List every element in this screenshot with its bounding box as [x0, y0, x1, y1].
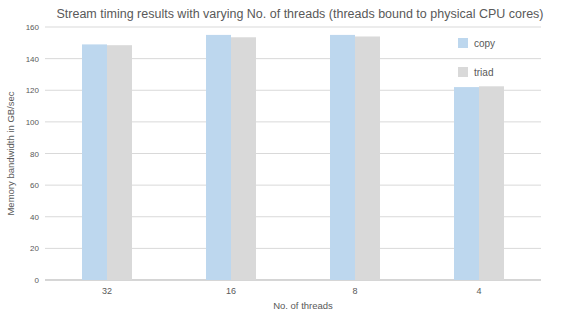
x-axis-label: No. of threads: [273, 300, 333, 311]
bar: [206, 35, 231, 280]
y-tick-label: 100: [26, 118, 40, 127]
y-axis-label: Memory bandwidth in GB/sec: [5, 91, 16, 215]
y-tick-label: 80: [30, 150, 39, 159]
y-tick-label: 60: [30, 181, 39, 190]
y-tick-label: 0: [35, 276, 40, 285]
bar: [454, 87, 479, 280]
y-tick-label: 120: [26, 86, 40, 95]
legend-swatch: [458, 38, 468, 48]
y-tick-label: 160: [26, 23, 40, 32]
legend-swatch: [458, 67, 468, 77]
legend-label: triad: [474, 67, 493, 78]
x-tick-label: 16: [226, 286, 236, 296]
legend-label: copy: [474, 38, 495, 49]
y-tick-label: 40: [30, 213, 39, 222]
x-tick-label: 8: [352, 286, 357, 296]
bar: [355, 36, 380, 280]
bars: [82, 35, 504, 280]
bar: [330, 35, 355, 280]
x-tick-label: 32: [102, 286, 112, 296]
y-tick-label: 140: [26, 55, 40, 64]
bar: [479, 86, 504, 280]
y-tick-label: 20: [30, 244, 39, 253]
chart: Stream timing results with varying No. o…: [0, 0, 576, 320]
bar: [107, 45, 132, 280]
grid-line: [45, 27, 541, 28]
background: [0, 0, 576, 320]
bar: [82, 44, 107, 280]
bar: [231, 37, 256, 280]
x-tick-label: 4: [476, 286, 481, 296]
title: Stream timing results with varying No. o…: [56, 7, 543, 21]
